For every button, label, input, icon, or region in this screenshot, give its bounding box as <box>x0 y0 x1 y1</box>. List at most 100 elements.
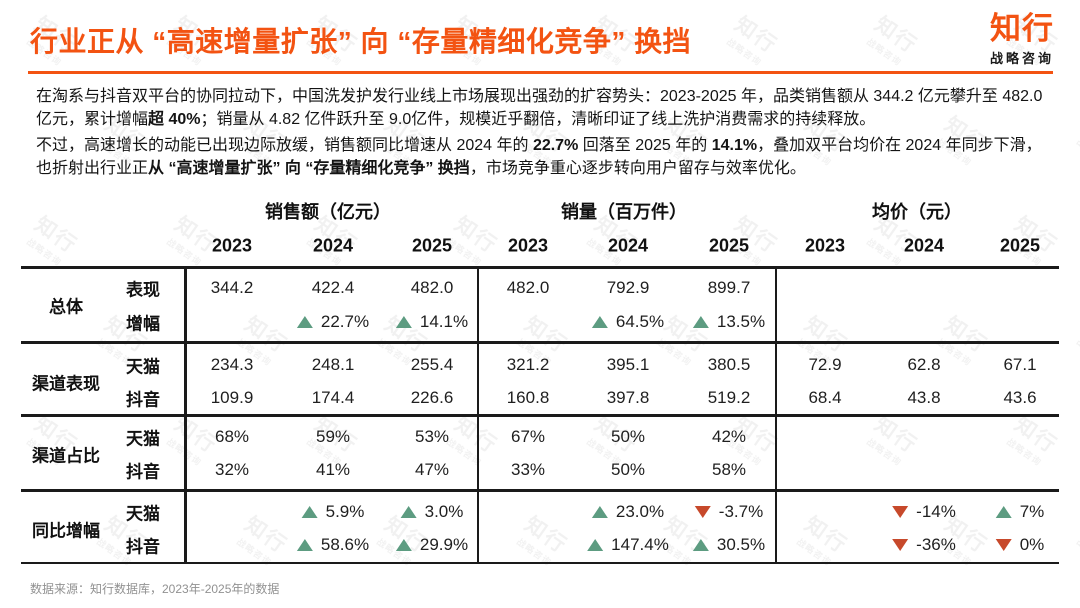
cell-value: -14% <box>916 502 956 521</box>
up-triangle-icon <box>400 506 417 518</box>
intro-text: ；销量从 4.82 亿件跃升至 9.0亿件，规模近乎翻倍，清晰印证了线上洗护消费… <box>200 111 876 128</box>
cell-value: -3.7% <box>718 502 764 521</box>
year-header: 2023 <box>507 235 549 256</box>
intro-paragraphs: 在淘系与抖音双平台的协同拉动下，中国洗发护发行业线上市场展现出强劲的扩容势头：2… <box>36 85 1052 183</box>
table-cell: 30.5% <box>692 535 766 555</box>
table-cell: 33% <box>510 460 546 479</box>
cell-value: 64.5% <box>615 312 665 331</box>
table-cell: 64.5% <box>591 312 665 332</box>
table-cell: 42% <box>711 427 747 446</box>
table-cell: 519.2 <box>707 388 751 407</box>
intro-text-bold: 超 40% <box>148 111 201 128</box>
year-header: 2025 <box>708 235 750 256</box>
row-sublabel: 抖音 <box>126 462 160 482</box>
table-cell: -3.7% <box>694 502 764 522</box>
up-triangle-icon <box>591 506 608 518</box>
row-group-label: 渠道占比 <box>32 446 100 465</box>
down-triangle-icon <box>694 506 711 518</box>
table-cell: 397.8 <box>606 388 650 407</box>
year-header: 2024 <box>903 235 945 256</box>
table-divider-labels <box>184 266 187 564</box>
intro-text: 在淘系与抖音双平台的协同拉动下，中国洗发护发行业线上市场展现出强劲的扩容势头：2… <box>36 88 1043 128</box>
table-cell: 50% <box>610 427 646 446</box>
row-sublabel: 表现 <box>126 280 160 300</box>
up-triangle-icon <box>296 539 313 551</box>
table-cell: 43.8 <box>907 388 941 407</box>
table-cell: 41% <box>315 460 351 479</box>
table-cell: 248.1 <box>311 355 355 374</box>
cell-value: 22.7% <box>320 312 370 331</box>
table-cell: 58.6% <box>296 535 370 555</box>
table-cell: 174.4 <box>311 388 355 407</box>
row-sublabel: 天猫 <box>126 504 160 524</box>
table-cell: 67.1 <box>1003 355 1037 374</box>
table-cell: 380.5 <box>707 355 751 374</box>
table-border-row2 <box>21 414 1059 417</box>
intro-text-bold: 14.1% <box>711 137 758 154</box>
table-cell: 3.0% <box>400 502 464 522</box>
table-cell: -36% <box>892 535 956 555</box>
row-group-label: 渠道表现 <box>32 374 100 393</box>
year-header: 2024 <box>312 235 354 256</box>
table-cell: 482.0 <box>506 278 550 297</box>
up-triangle-icon <box>395 539 412 551</box>
cell-value: 7% <box>1019 502 1045 521</box>
row-sublabel: 抖音 <box>126 537 160 557</box>
page-title: 行业正从 “高速增量扩张” 向 “存量精细化竞争” 换挡 <box>30 26 692 57</box>
data-source-note: 数据来源：知行数据库，2023年-2025年的数据 <box>30 582 280 596</box>
intro-paragraph: 在淘系与抖音双平台的协同拉动下，中国洗发护发行业线上市场展现出强劲的扩容势头：2… <box>36 85 1052 131</box>
up-triangle-icon <box>296 316 313 328</box>
table-cell: 226.6 <box>410 388 454 407</box>
row-group-label: 同比增幅 <box>32 521 100 540</box>
year-header: 2023 <box>804 235 846 256</box>
row-sublabel: 增幅 <box>126 314 160 334</box>
cell-value: 5.9% <box>325 502 365 521</box>
cell-value: 0% <box>1019 535 1045 554</box>
table-cell: 422.4 <box>311 278 355 297</box>
table-cell: 0% <box>995 535 1045 555</box>
intro-text-bold: 22.7% <box>532 137 579 154</box>
table-cell: 147.4% <box>587 535 669 555</box>
table-cell: 13.5% <box>692 312 765 332</box>
table-cell: 58% <box>711 460 747 479</box>
cell-value: 23.0% <box>615 502 665 521</box>
cell-value: 29.9% <box>419 535 469 554</box>
intro-text: ，市场竞争重心逐步转向用户留存与效率优化。 <box>469 160 806 177</box>
row-group-label: 总体 <box>49 297 83 317</box>
brand-logo-name: 知行 <box>990 11 1054 46</box>
year-header: 2025 <box>999 235 1041 256</box>
table-cell: 22.7% <box>296 312 370 332</box>
table-cell: 43.6 <box>1003 388 1037 407</box>
table-cell: 899.7 <box>707 278 751 297</box>
cell-value: -36% <box>916 535 956 554</box>
table-cell: 62.8 <box>907 355 941 374</box>
table-cell: 32% <box>214 460 250 479</box>
year-header: 2024 <box>607 235 649 256</box>
table-cell: 792.9 <box>606 278 650 297</box>
cell-value: 3.0% <box>424 502 464 521</box>
intro-text: 不过，高速增长的动能已出现边际放缓，销售额同比增速从 2024 年的 <box>36 137 533 154</box>
table-cell: 23.0% <box>591 502 665 522</box>
table-cell: 109.9 <box>210 388 254 407</box>
cell-value: 147.4% <box>611 535 669 554</box>
table-cell: 50% <box>610 460 646 479</box>
table-cell: 344.2 <box>210 278 254 297</box>
cell-value: 30.5% <box>716 535 766 554</box>
table-divider-sales-volume <box>476 266 479 564</box>
table-cell: 68% <box>214 427 250 446</box>
table-cell: 67% <box>510 427 546 446</box>
table-border-row3 <box>21 489 1059 492</box>
table-cell: 234.3 <box>210 355 254 374</box>
table-border-top <box>21 266 1059 269</box>
up-triangle-icon <box>591 316 608 328</box>
row-sublabel: 天猫 <box>126 429 160 449</box>
cell-value: 58.6% <box>320 535 370 554</box>
table-cell: 59% <box>315 427 351 446</box>
table-cell: 7% <box>995 502 1045 522</box>
row-sublabel: 抖音 <box>126 390 160 410</box>
table-cell: 53% <box>414 427 450 446</box>
table-divider-volume-price <box>774 266 777 564</box>
table-cell: 29.9% <box>395 535 469 555</box>
